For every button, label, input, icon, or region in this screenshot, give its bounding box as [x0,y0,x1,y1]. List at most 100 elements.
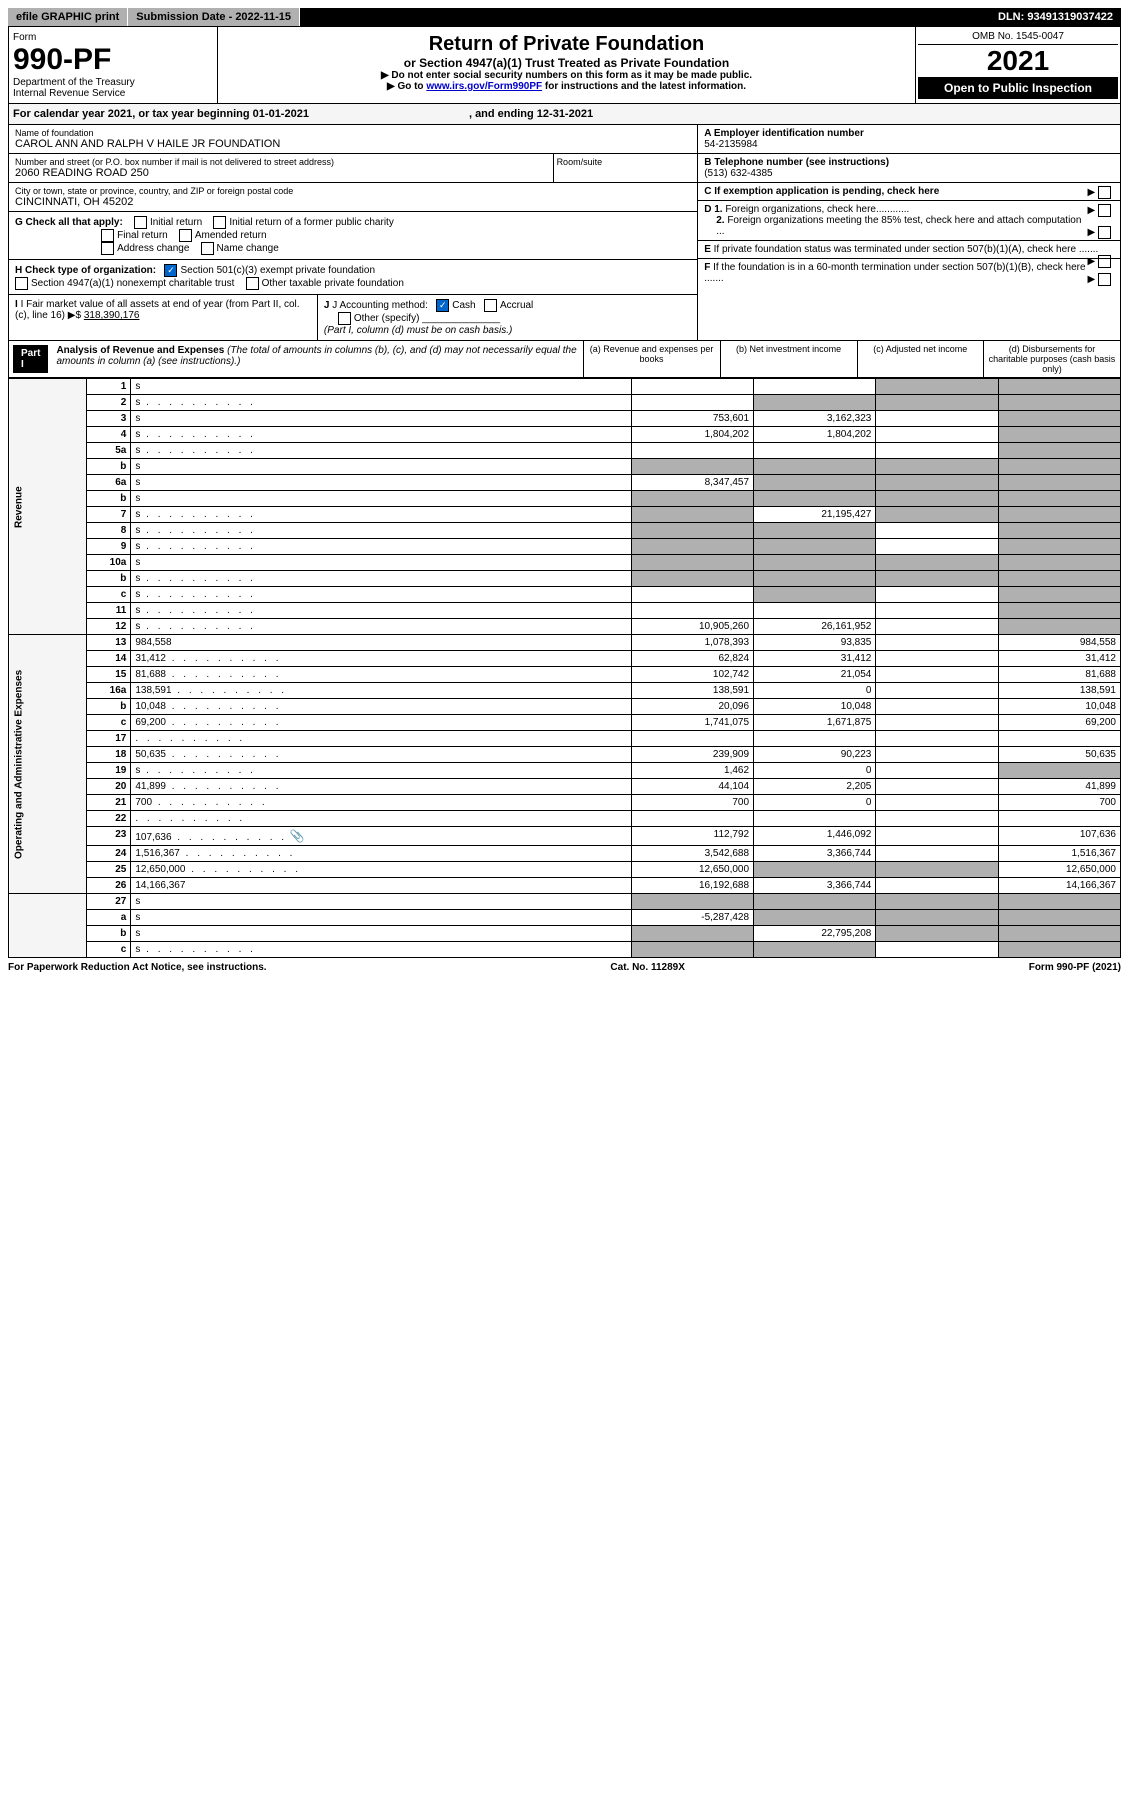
footer-right: Form 990-PF (2021) [1029,962,1121,973]
table-cell [998,427,1120,443]
col-a-header: (a) Revenue and expenses per books [583,341,720,377]
row-desc: 984,558 [131,635,631,651]
checkbox-initial[interactable] [134,216,147,229]
row-num: 9 [86,539,130,555]
row-desc: s [131,910,631,926]
form-title: Return of Private Foundation [224,33,909,56]
table-cell [998,603,1120,619]
table-cell: 1,462 [631,763,753,779]
checkbox-c[interactable] [1098,186,1111,199]
table-cell [876,459,998,475]
table-cell [631,523,753,539]
checkbox-e[interactable] [1098,255,1111,268]
table-cell: 31,412 [754,651,876,667]
part1-label: Part I [13,345,48,373]
room-label: Room/suite [553,154,698,182]
row-desc: 41,899 [131,779,631,795]
table-cell [998,619,1120,635]
attach-icon[interactable]: 📎 [290,829,305,843]
table-cell [998,571,1120,587]
table-cell: 700 [631,795,753,811]
row-num: b [86,459,130,475]
col-c-header: (c) Adjusted net income [857,341,983,377]
table-row: 4s 1,804,2021,804,202 [9,427,1121,443]
checkbox-other[interactable] [338,312,351,325]
table-cell [998,942,1120,958]
table-cell: 3,366,744 [754,878,876,894]
section-label [9,894,87,958]
name-label: Name of foundation [15,128,691,138]
row-num: c [86,587,130,603]
table-cell: 1,741,075 [631,715,753,731]
section-label: Operating and Administrative Expenses [9,635,87,894]
checkbox-d2[interactable] [1098,226,1111,239]
c-label: C If exemption application is pending, c… [704,186,939,197]
table-cell: 1,804,202 [754,427,876,443]
table-cell [998,811,1120,827]
table-cell: 1,446,092 [754,827,876,846]
table-cell: 0 [754,683,876,699]
table-cell: 21,195,427 [754,507,876,523]
instr-1: ▶ Do not enter social security numbers o… [224,70,909,81]
table-cell: 41,899 [998,779,1120,795]
table-row: 3s 753,6013,162,323 [9,411,1121,427]
checkbox-d1[interactable] [1098,204,1111,217]
table-cell [998,491,1120,507]
row-desc: s [131,763,631,779]
table-cell [876,475,998,491]
row-desc [131,731,631,747]
form-link[interactable]: www.irs.gov/Form990PF [426,81,542,92]
table-cell: 1,804,202 [631,427,753,443]
table-cell: 12,650,000 [631,862,753,878]
row-desc: s [131,894,631,910]
table-cell [631,379,753,395]
f-label: If the foundation is in a 60-month termi… [704,262,1085,284]
checkbox-final[interactable] [101,229,114,242]
table-row: 7s 21,195,427 [9,507,1121,523]
table-cell [876,587,998,603]
row-desc: s [131,587,631,603]
checkbox-addr-change[interactable] [101,242,114,255]
table-cell [998,395,1120,411]
checkbox-501c3[interactable] [164,264,177,277]
row-num: 13 [86,635,130,651]
table-cell: 44,104 [631,779,753,795]
form-header: Form 990-PF Department of the Treasury I… [8,26,1121,104]
table-cell [998,555,1120,571]
table-cell [876,910,998,926]
table-cell: 984,558 [998,635,1120,651]
checkbox-cash[interactable] [436,299,449,312]
table-cell [876,491,998,507]
table-cell: 10,048 [754,699,876,715]
table-cell [631,539,753,555]
row-desc: s [131,539,631,555]
checkbox-f[interactable] [1098,273,1111,286]
table-row: 9s [9,539,1121,555]
row-num: 22 [86,811,130,827]
table-cell [754,459,876,475]
table-row: 27s [9,894,1121,910]
checkbox-amended[interactable] [179,229,192,242]
table-cell [998,731,1120,747]
table-cell: 0 [754,763,876,779]
table-cell [876,683,998,699]
table-row: 2041,899 44,1042,20541,899 [9,779,1121,795]
checkbox-accrual[interactable] [484,299,497,312]
table-cell [754,443,876,459]
table-cell [631,395,753,411]
checkbox-other-taxable[interactable] [246,277,259,290]
table-row: as-5,287,428 [9,910,1121,926]
checkbox-4947[interactable] [15,277,28,290]
checkbox-initial-former[interactable] [213,216,226,229]
checkbox-name-change[interactable] [201,242,214,255]
table-row: 1850,635 239,90990,22350,635 [9,747,1121,763]
row-desc: s [131,619,631,635]
footer-mid: Cat. No. 11289X [610,962,684,973]
table-cell [876,731,998,747]
table-cell [754,894,876,910]
table-cell [998,475,1120,491]
addr-label: Number and street (or P.O. box number if… [15,157,547,167]
table-cell [876,795,998,811]
table-cell: 20,096 [631,699,753,715]
table-cell [631,571,753,587]
